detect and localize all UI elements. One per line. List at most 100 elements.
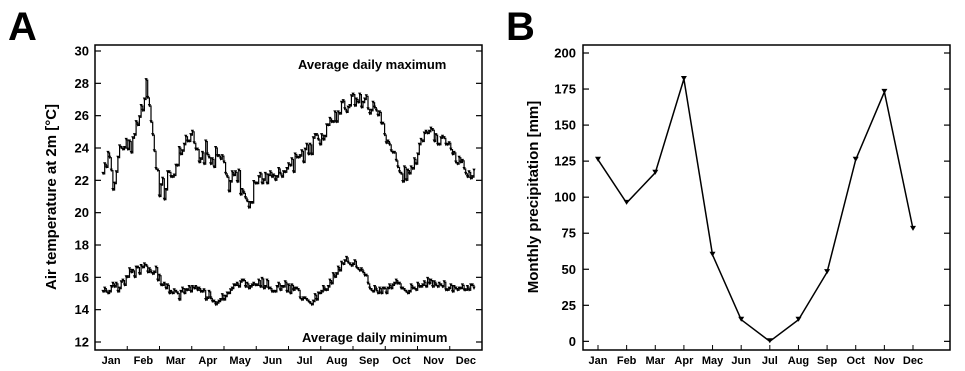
daily-min-point xyxy=(131,268,135,273)
daily-min-point xyxy=(144,264,148,268)
daily-max-point xyxy=(275,175,279,179)
month-tick-label: Jan xyxy=(589,355,608,367)
daily-max-point xyxy=(416,152,420,156)
daily-min-point xyxy=(447,286,451,290)
daily-max-point xyxy=(339,100,344,105)
daily-max-point xyxy=(303,147,307,151)
daily-max-point xyxy=(383,133,387,137)
daily-min-point xyxy=(257,278,261,282)
daily-max-point xyxy=(334,120,339,124)
daily-max-point xyxy=(175,163,180,168)
daily-min-point xyxy=(416,281,420,286)
daily-max-point xyxy=(427,129,431,134)
daily-min-point xyxy=(189,289,193,294)
daily-max-point xyxy=(109,168,113,172)
daily-max-point xyxy=(368,112,372,116)
month-tick-label: Apr xyxy=(674,355,694,367)
daily-min-point xyxy=(333,275,337,279)
daily-max-point xyxy=(242,191,246,195)
daily-min-point xyxy=(407,289,411,294)
daily-min-point xyxy=(209,296,213,300)
daily-min-point xyxy=(205,296,209,300)
daily-min-point xyxy=(384,291,388,295)
daily-max-point xyxy=(374,108,378,113)
daily-min-point xyxy=(174,289,178,294)
daily-min-point xyxy=(387,283,392,287)
daily-max-point xyxy=(409,165,413,169)
daily-min-point xyxy=(364,273,368,278)
daily-max-point xyxy=(182,142,186,147)
daily-max-point xyxy=(237,168,241,172)
daily-max-point xyxy=(179,152,183,156)
y-tick-label: 50 xyxy=(562,262,576,277)
daily-max-point xyxy=(255,181,259,185)
daily-max-point xyxy=(366,107,370,111)
month-tick-label: Oct xyxy=(392,355,411,367)
daily-min-point xyxy=(230,286,234,290)
daily-max-point xyxy=(192,141,196,145)
daily-max-point xyxy=(126,147,130,151)
daily-min-point xyxy=(389,286,393,290)
daily-max-point xyxy=(225,175,229,179)
daily-max-point xyxy=(200,150,204,155)
daily-min-point xyxy=(437,281,441,286)
daily-max-point xyxy=(118,144,122,148)
daily-min-point xyxy=(275,285,279,289)
daily-max-point xyxy=(429,126,433,130)
daily-max-point xyxy=(273,178,277,182)
daily-min-point xyxy=(440,285,445,289)
daily-min-point xyxy=(263,285,267,289)
daily-min-point xyxy=(146,270,150,274)
daily-max-point xyxy=(167,170,171,174)
daily-max-point xyxy=(392,150,397,155)
daily-min-point xyxy=(258,285,262,289)
daily-max-point xyxy=(111,188,115,192)
daily-min-point xyxy=(197,286,201,290)
daily-max-point xyxy=(278,171,282,176)
daily-max-point xyxy=(308,142,312,147)
daily-min-point xyxy=(305,298,309,302)
daily-max-point xyxy=(363,97,367,101)
daily-max-point xyxy=(127,139,132,143)
daily-max-point xyxy=(310,152,314,156)
month-tick-label: Dec xyxy=(456,355,476,367)
daily-max-point xyxy=(209,162,213,166)
daily-min-point xyxy=(122,283,127,287)
daily-max-point xyxy=(132,133,137,137)
month-tick-label: Mar xyxy=(645,355,665,367)
daily-max-point xyxy=(290,157,294,161)
month-tick-label: Oct xyxy=(847,355,866,367)
daily-min-point xyxy=(255,283,259,287)
daily-min-point xyxy=(378,286,382,290)
daily-max-point xyxy=(447,141,451,145)
daily-max-point xyxy=(338,112,342,116)
daily-min-point xyxy=(383,286,387,290)
daily-min-point xyxy=(336,265,340,269)
daily-max-point xyxy=(394,158,398,163)
panel-letter-b: B xyxy=(506,5,535,49)
daily-min-point xyxy=(353,259,357,263)
daily-min-point xyxy=(247,286,251,290)
daily-min-point xyxy=(376,291,380,295)
daily-max-point xyxy=(286,162,291,166)
y-tick-label: 150 xyxy=(554,118,576,133)
daily-min-point xyxy=(194,285,198,289)
precipitation-series xyxy=(595,76,916,344)
daily-max-point xyxy=(460,158,464,163)
daily-max-point xyxy=(245,199,249,203)
daily-max-point xyxy=(417,142,421,147)
daily-min-point xyxy=(465,285,469,289)
daily-min-point xyxy=(182,291,186,295)
daily-min-point xyxy=(310,302,314,307)
month-tick-label: Sep xyxy=(359,355,379,367)
daily-max-point xyxy=(449,147,453,151)
daily-min-point xyxy=(281,285,286,289)
precipitation-point xyxy=(680,76,687,81)
daily-max-point xyxy=(108,155,112,160)
daily-min-point xyxy=(220,293,224,297)
daily-min-point xyxy=(108,289,112,294)
daily-min-point xyxy=(237,285,241,289)
daily-max-point xyxy=(202,162,206,166)
y-tick-label: 20 xyxy=(75,205,89,220)
daily-min-point xyxy=(318,291,322,295)
